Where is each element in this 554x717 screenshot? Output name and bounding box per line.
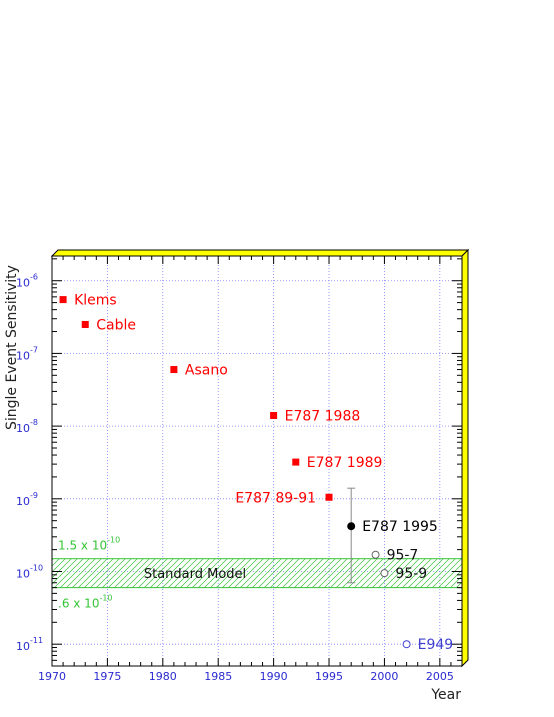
point-open-circle	[380, 569, 389, 578]
band-upper-note-exp: -10	[107, 536, 120, 545]
data-points	[59, 296, 411, 649]
point-label: Cable	[96, 317, 136, 333]
y-tick-exponent: -6	[30, 273, 38, 282]
plot-frame	[51, 255, 463, 667]
point-square	[292, 458, 300, 466]
x-tick-label: 2005	[426, 670, 454, 683]
point-square	[325, 493, 333, 501]
y-tick-label: 10	[16, 567, 30, 580]
y-tick-exponent: -8	[30, 418, 38, 427]
frame-right-bevel	[461, 248, 469, 668]
y-tick-label: 10	[16, 349, 30, 362]
point-label: 95-7	[387, 548, 419, 564]
y-tick-label: 10	[16, 640, 30, 653]
point-label: Klems	[74, 293, 117, 309]
band-lower-note: .6 x 10	[58, 597, 99, 611]
point-label: E949	[418, 637, 454, 653]
point-label: E787 1988	[285, 408, 361, 424]
point-open-circle	[371, 550, 380, 559]
x-axis-title: Year	[430, 687, 461, 703]
band-area	[51, 558, 463, 589]
y-axis-title: Single Event Sensitivity	[4, 265, 20, 430]
point-label: E787 89-91	[235, 490, 316, 506]
point-square	[59, 296, 67, 304]
point-label: 95-9	[395, 566, 427, 582]
point-label: E787 1989	[307, 455, 383, 471]
band-lower-note-exp: -10	[99, 594, 112, 603]
point-labels: Klems Cable Asano E787 1988 E787 1989 E787 89…	[74, 293, 453, 654]
x-tick-label: 1980	[149, 670, 177, 683]
point-square	[170, 366, 178, 374]
band-upper-note: 1.5 x 10	[58, 539, 107, 553]
y-tick-exponent: -11	[30, 636, 43, 645]
point-square	[270, 411, 278, 419]
y-tick-label: 10	[16, 495, 30, 508]
x-tick-label: 1985	[204, 670, 232, 683]
x-axis-ticks: 1970 1975 1980 1985 1990 1995 2000 2005	[38, 256, 454, 683]
y-tick-exponent: -7	[30, 345, 38, 354]
x-tick-label: 1990	[260, 670, 288, 683]
frame-top-bevel	[50, 249, 470, 257]
x-tick-label: 1970	[38, 670, 66, 683]
band-label: Standard Model	[144, 567, 246, 582]
point-filled-circle	[347, 522, 356, 531]
y-tick-label: 10	[16, 422, 30, 435]
x-tick-label: 2000	[370, 670, 398, 683]
y-tick-label: 10	[16, 277, 30, 290]
point-label: E787 1995	[362, 519, 438, 535]
point-label: Asano	[185, 363, 228, 379]
point-square	[81, 320, 89, 328]
x-tick-label: 1975	[93, 670, 121, 683]
error-bars	[347, 487, 356, 584]
point-open-circle	[402, 640, 411, 649]
x-tick-label: 1995	[315, 670, 343, 683]
y-tick-exponent: -10	[30, 563, 43, 572]
y-tick-exponent: -9	[30, 491, 38, 500]
